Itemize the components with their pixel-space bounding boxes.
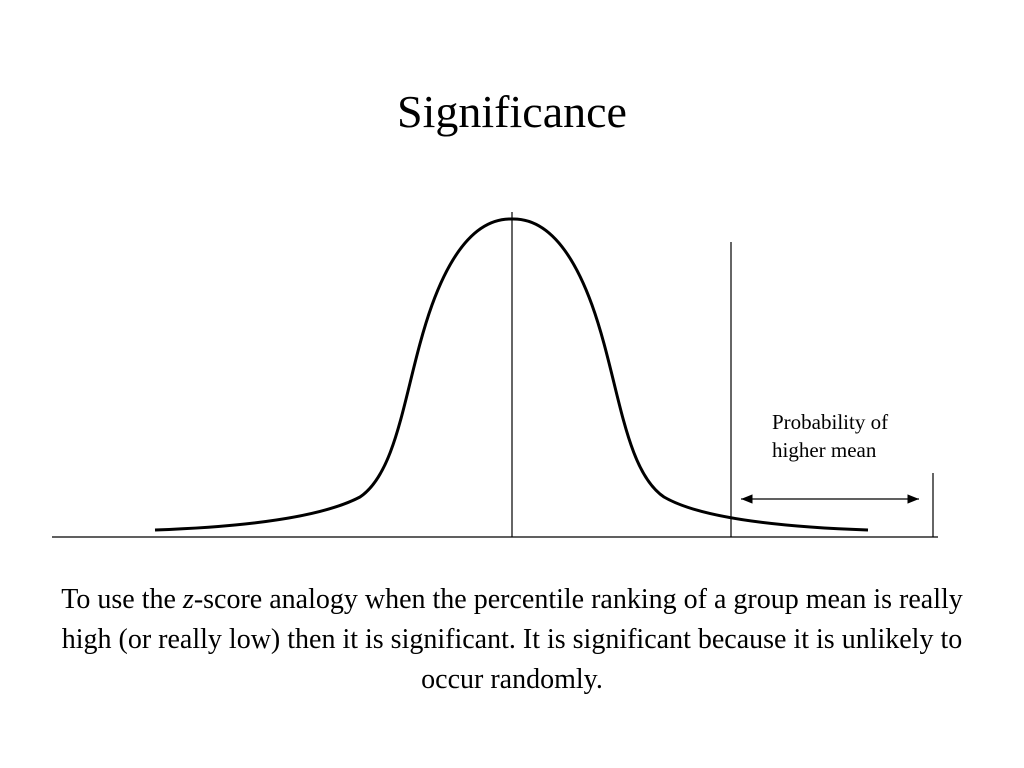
- bell-curve: [154, 217, 869, 532]
- caption-part-1: To use the: [61, 584, 183, 615]
- probability-label-line-2: higher mean: [772, 438, 877, 462]
- slide-caption: To use the z-score analogy when the perc…: [52, 580, 972, 700]
- probability-label: Probability of higher mean: [772, 408, 888, 464]
- caption-part-2: -score analogy when the percentile ranki…: [61, 584, 963, 695]
- caption-z-italic: z: [182, 584, 194, 615]
- slide-title: Significance: [397, 86, 627, 137]
- probability-label-line-1: Probability of: [772, 410, 889, 434]
